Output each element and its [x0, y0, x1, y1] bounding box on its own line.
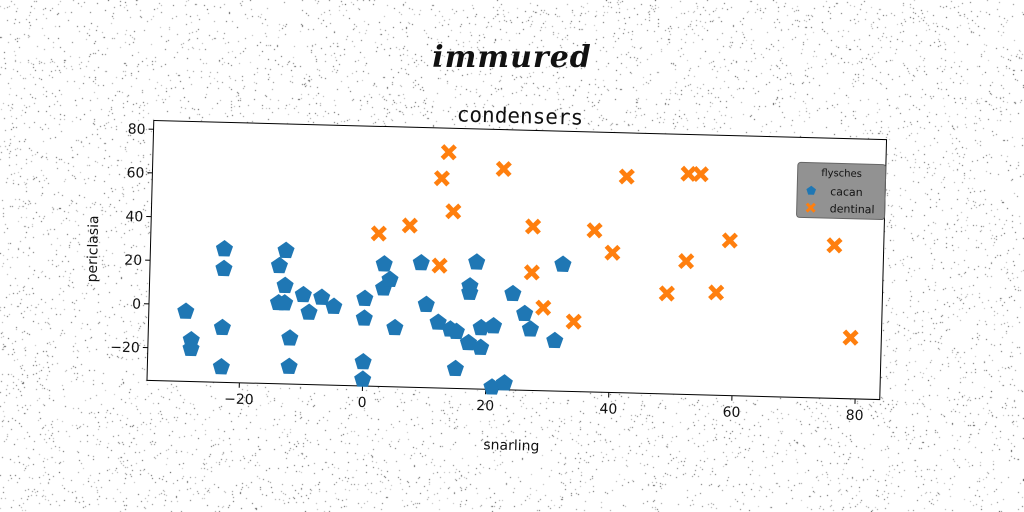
data-point-dentinal	[370, 225, 387, 242]
data-point-cacan	[182, 339, 200, 357]
data-point-cacan	[381, 270, 399, 288]
data-point-dentinal	[524, 218, 542, 235]
data-point-dentinal	[586, 222, 603, 239]
data-point-cacan	[516, 304, 534, 322]
data-point-cacan	[276, 294, 294, 311]
data-point-cacan	[270, 256, 288, 274]
plot-frame	[146, 119, 888, 401]
x-tick-label: −20	[224, 391, 254, 408]
data-point-cacan	[484, 317, 503, 334]
data-point-cacan	[313, 288, 331, 305]
chart-title: condensers	[457, 102, 584, 129]
data-point-cacan	[215, 259, 233, 277]
data-point-dentinal	[445, 203, 462, 220]
data-point-cacan	[375, 255, 393, 272]
x-tick-label: 20	[476, 398, 494, 414]
data-point-cacan	[546, 331, 564, 349]
data-point-cacan	[276, 276, 294, 294]
data-point-dentinal	[678, 253, 695, 270]
x-axis-label: snarling	[483, 437, 539, 454]
y-tick-label: 60	[126, 165, 144, 181]
legend: flysches cacan dentinal	[796, 161, 887, 221]
legend-marker-cacan	[806, 185, 817, 195]
data-point-cacan	[294, 285, 312, 303]
data-point-dentinal	[680, 165, 697, 182]
data-point-cacan	[483, 378, 501, 395]
legend-label-cacan: cacan	[830, 185, 863, 199]
data-point-cacan	[213, 318, 231, 336]
data-point-cacan	[468, 253, 486, 270]
data-point-cacan	[554, 255, 572, 272]
legend-label-dentinal: dentinal	[830, 202, 875, 216]
x-tick-label: 80	[846, 408, 864, 424]
data-point-dentinal	[565, 313, 582, 330]
data-point-cacan	[354, 370, 372, 387]
data-point-cacan	[472, 338, 490, 356]
data-point-cacan	[461, 283, 479, 301]
data-point-dentinal	[433, 170, 450, 187]
data-point-dentinal	[708, 284, 725, 301]
data-point-cacan	[212, 358, 230, 375]
data-point-dentinal	[826, 237, 843, 254]
data-point-dentinal	[535, 299, 552, 316]
data-point-cacan	[215, 240, 234, 257]
y-tick-label: 20	[124, 253, 142, 269]
data-point-cacan	[504, 284, 522, 302]
data-point-dentinal	[440, 144, 457, 161]
data-point-cacan	[281, 329, 299, 346]
data-point-cacan	[277, 241, 295, 259]
data-point-cacan	[521, 320, 540, 337]
data-point-dentinal	[618, 168, 635, 185]
data-point-cacan	[355, 309, 373, 326]
data-point-dentinal	[523, 264, 540, 281]
data-point-cacan	[447, 322, 465, 340]
x-tick-label: 40	[599, 401, 617, 417]
data-point-cacan	[325, 297, 343, 314]
data-point-cacan	[495, 374, 513, 391]
figure-suptitle: immured	[432, 40, 592, 75]
data-point-cacan	[446, 359, 464, 377]
x-tick-label: 0	[357, 395, 366, 411]
data-point-dentinal	[604, 244, 621, 261]
data-point-dentinal	[692, 165, 709, 183]
legend-box	[796, 161, 887, 221]
data-point-cacan	[356, 289, 374, 307]
y-tick-label: −20	[110, 340, 140, 357]
data-points	[177, 144, 859, 395]
x-axis: −20 0 20 40 60 80	[224, 382, 864, 424]
data-point-cacan	[429, 313, 447, 330]
y-axis-label: periclasia	[85, 215, 103, 282]
data-point-dentinal	[495, 160, 512, 178]
legend-title: flysches	[821, 168, 862, 180]
y-tick-label: 80	[128, 122, 146, 138]
data-point-dentinal	[401, 217, 418, 234]
y-tick-label: 40	[125, 209, 143, 225]
data-point-dentinal	[658, 285, 675, 302]
legend-marker-dentinal	[805, 202, 816, 213]
data-point-dentinal	[431, 257, 448, 274]
x-tick-label: 60	[722, 404, 740, 420]
data-point-cacan	[354, 353, 372, 370]
data-point-cacan	[417, 295, 435, 313]
data-point-dentinal	[842, 329, 859, 346]
data-point-cacan	[412, 254, 430, 271]
data-point-cacan	[300, 303, 318, 320]
y-tick-label: 0	[132, 296, 141, 312]
data-point-cacan	[280, 357, 298, 375]
data-point-cacan	[386, 318, 404, 336]
data-point-cacan	[177, 302, 195, 319]
y-axis: −20 0 20 40 60 80	[110, 122, 154, 357]
data-point-dentinal	[721, 232, 738, 249]
